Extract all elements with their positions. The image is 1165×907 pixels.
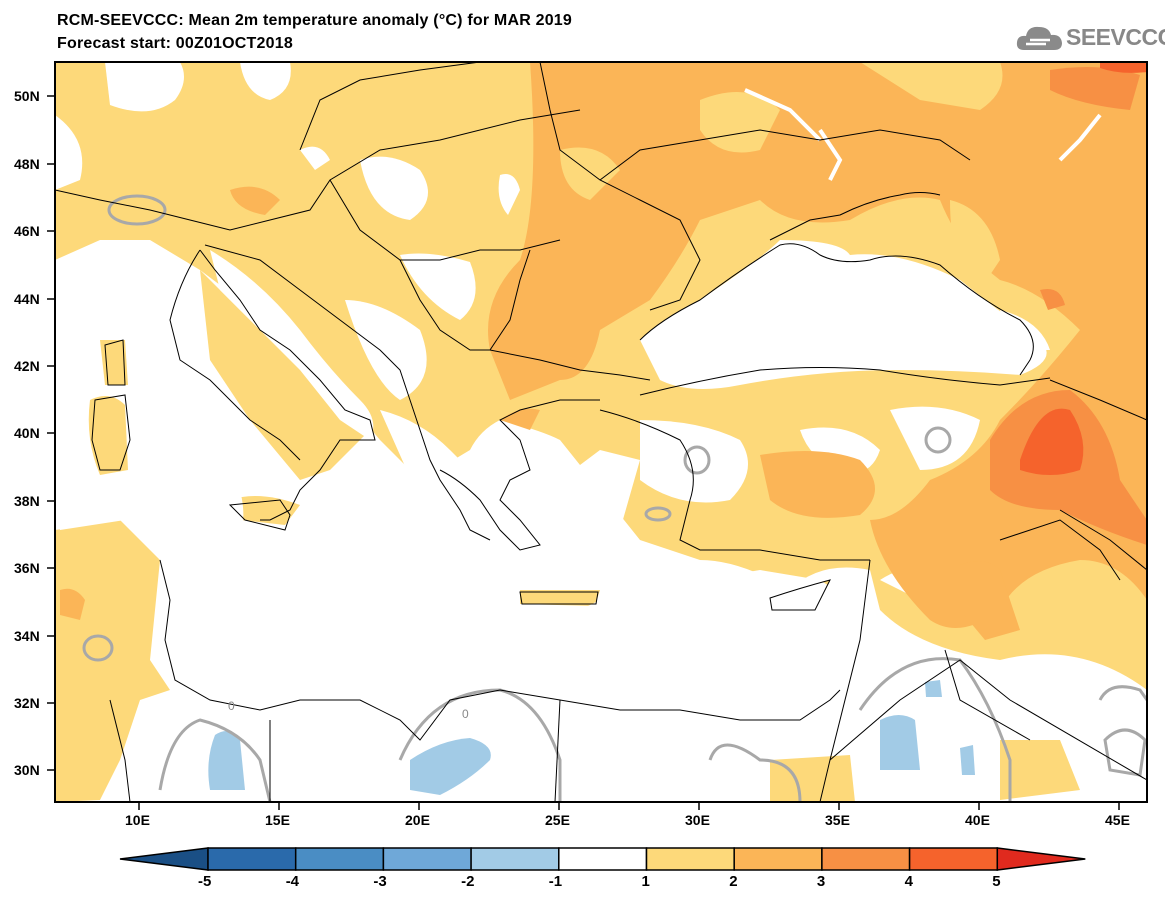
colorbar-cell <box>908 847 999 871</box>
colorbar-extend-low <box>119 847 209 871</box>
contour-label: 0 <box>462 707 469 721</box>
lon-tick-label: 35E <box>825 812 850 828</box>
lat-tick-label: 30N <box>14 762 40 778</box>
map-frame <box>54 61 1148 803</box>
colorbar-cell <box>382 847 472 871</box>
anomaly-zone-neg1-neg2 <box>208 680 975 795</box>
colorbar-extend-high <box>996 847 1086 871</box>
colorbar-tick-label: 3 <box>816 873 826 890</box>
colorbar <box>119 847 1086 871</box>
lon-tick-label: 20E <box>405 812 430 828</box>
colorbar-tick-label: -1 <box>548 873 563 890</box>
lon-tick-label: 45E <box>1105 812 1130 828</box>
lat-tick-label: 40N <box>14 425 40 441</box>
coastlines-and-borders <box>55 62 1147 802</box>
colorbar-tick-label: 1 <box>641 873 650 890</box>
colorbar-tick-label: -4 <box>285 873 300 890</box>
colorbar-tick-label: 5 <box>992 873 1001 890</box>
lon-tick-label: 30E <box>685 812 710 828</box>
colorbar-tick-label: -2 <box>461 873 475 890</box>
colorbar-cell <box>821 847 911 871</box>
contour-label: 0 <box>228 699 235 713</box>
lon-tick-label: 15E <box>265 812 290 828</box>
lat-tick-label: 44N <box>14 291 40 307</box>
map-title: RCM-SEEVCCC: Mean 2m temperature anomaly… <box>57 12 572 29</box>
lat-tick-label: 42N <box>14 358 40 374</box>
colorbar-tick-label: -5 <box>198 873 212 890</box>
colorbar-cell <box>645 847 735 871</box>
colorbar-cell <box>294 847 385 871</box>
colorbar-cell <box>558 847 648 871</box>
lat-tick-label: 48N <box>14 156 40 172</box>
anomaly-zone-1-2-inner <box>560 62 1003 290</box>
colorbar-cell <box>733 847 823 871</box>
lat-tick-label: 38N <box>14 493 40 509</box>
lat-tick-label: 46N <box>14 223 40 239</box>
colorbar-tick-label: -3 <box>373 873 387 890</box>
colorbar-tick-label: 4 <box>904 873 913 890</box>
cloud-logo-icon <box>1016 26 1062 50</box>
logo-text: SEEVCCC <box>1066 24 1165 50</box>
seevccc-logo: SEEVCCC <box>1016 18 1165 58</box>
forecast-start-subtitle: Forecast start: 00Z01OCT2018 <box>57 35 293 52</box>
lat-tick-label: 34N <box>14 628 40 644</box>
anomaly-zone-4-5 <box>1020 62 1147 475</box>
neutral-streaks <box>744 88 1102 181</box>
axis-ticks <box>47 95 1120 810</box>
lat-tick-label: 50N <box>14 88 40 104</box>
colorbar-cell <box>470 847 560 871</box>
anomaly-zone-2-3 <box>60 62 1147 640</box>
lon-tick-label: 25E <box>545 812 570 828</box>
colorbar-cell <box>207 847 297 871</box>
sea-areas <box>55 240 1047 720</box>
lat-tick-label: 36N <box>14 560 40 576</box>
lat-tick-label: 32N <box>14 695 40 711</box>
lon-tick-label: 40E <box>965 812 990 828</box>
colorbar-tick-label: 2 <box>729 873 738 890</box>
lon-tick-label: 10E <box>125 812 150 828</box>
